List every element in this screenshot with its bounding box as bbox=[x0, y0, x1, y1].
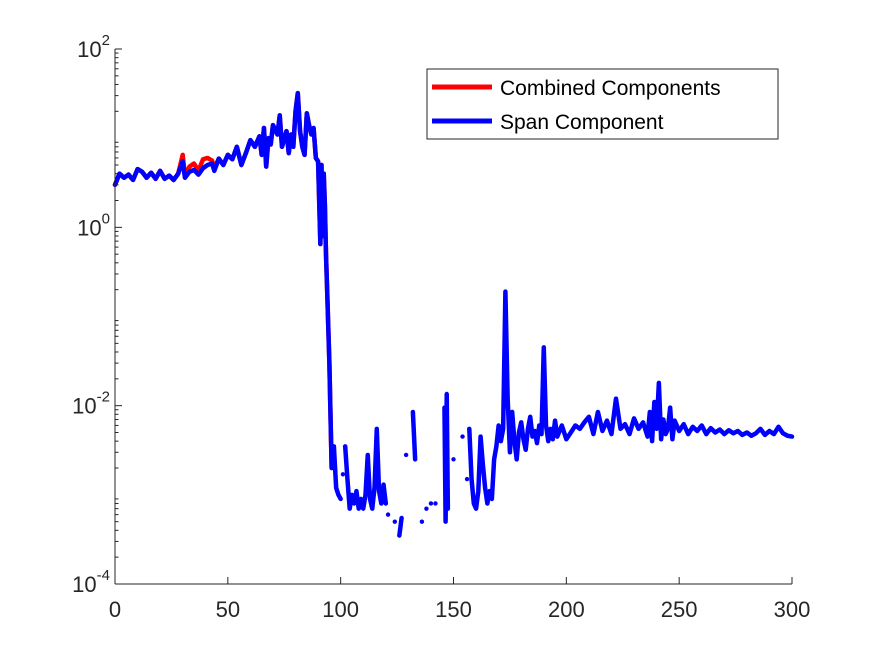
legend: Combined Components Span Component bbox=[426, 68, 779, 140]
series-span-line bbox=[342, 426, 389, 511]
series-span-point bbox=[451, 457, 456, 462]
series-span-line bbox=[410, 409, 418, 462]
x-tick-label: 200 bbox=[548, 597, 585, 622]
legend-box bbox=[426, 68, 779, 140]
y-tick-base: 10 bbox=[77, 37, 101, 62]
x-tick-label: 50 bbox=[216, 597, 240, 622]
y-tick-base: 10 bbox=[72, 572, 96, 597]
y-tick-label: 10-2 bbox=[72, 389, 110, 419]
series-span-point bbox=[419, 519, 425, 524]
series-span-point bbox=[433, 501, 438, 506]
series-span-point bbox=[428, 501, 434, 506]
series-span-point bbox=[464, 476, 470, 482]
series-span-line bbox=[442, 391, 451, 524]
y-tick-label: 10-4 bbox=[72, 567, 110, 597]
x-tick-label: 0 bbox=[109, 597, 121, 622]
series-span-point bbox=[460, 434, 465, 439]
y-tick-base: 10 bbox=[72, 394, 96, 419]
y-tick-exponent: -4 bbox=[97, 567, 110, 584]
series-span-line bbox=[112, 90, 343, 502]
y-tick-label: 100 bbox=[77, 210, 110, 240]
x-tick-label: 150 bbox=[435, 597, 472, 622]
legend-label-combined: Combined Components bbox=[500, 77, 721, 100]
x-tick-label: 100 bbox=[322, 597, 359, 622]
x-tick-label: 300 bbox=[774, 597, 811, 622]
series-span-point bbox=[385, 512, 391, 517]
series-span-point bbox=[424, 506, 429, 511]
y-tick-label: 102 bbox=[77, 32, 110, 62]
legend-label-span: Span Component bbox=[500, 111, 664, 134]
series-layer bbox=[112, 90, 795, 538]
x-tick-label: 250 bbox=[661, 597, 698, 622]
series-span-line bbox=[467, 289, 795, 511]
y-tick-base: 10 bbox=[77, 215, 101, 240]
series-span-point bbox=[392, 519, 398, 524]
y-tick-exponent: -2 bbox=[97, 389, 110, 406]
series-span-point bbox=[340, 472, 346, 477]
series-span-line bbox=[397, 515, 404, 538]
y-tick-exponent: 2 bbox=[102, 32, 110, 49]
y-tick-exponent: 0 bbox=[102, 210, 110, 227]
series-span-point bbox=[403, 452, 409, 458]
